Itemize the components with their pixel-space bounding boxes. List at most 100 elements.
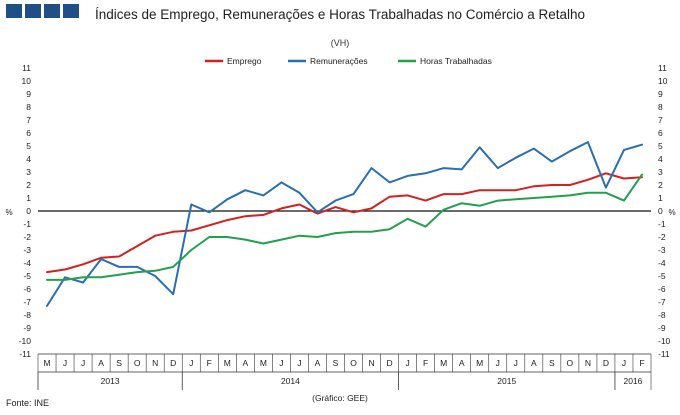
legend-label: Remunerações — [310, 56, 368, 66]
y-tick-label-left: 2 — [26, 180, 31, 190]
x-tick-label: A — [98, 358, 104, 368]
x-tick-label: F — [207, 358, 212, 368]
year-label: 2016 — [624, 376, 643, 386]
x-tick-label: M — [476, 358, 483, 368]
x-tick-label: J — [622, 358, 626, 368]
x-tick-label: S — [549, 358, 555, 368]
y-tick-label-left: 11 — [22, 63, 31, 73]
x-tick-label: O — [134, 358, 141, 368]
y-axis-label-left: % — [5, 208, 12, 217]
y-tick-label-left: 0 — [26, 206, 31, 216]
x-tick-label: A — [243, 358, 249, 368]
y-tick-label-right: 8 — [658, 102, 663, 112]
y-tick-label-left: 6 — [26, 128, 31, 138]
x-tick-label: J — [297, 358, 301, 368]
x-tick-label: D — [170, 358, 176, 368]
y-tick-label-right: -9 — [658, 323, 666, 333]
series-layer — [46, 141, 643, 307]
y-tick-label-right: -11 — [658, 349, 670, 359]
x-tick-label: S — [116, 358, 122, 368]
y-tick-label-right: -3 — [658, 245, 666, 255]
x-tick-label: N — [368, 358, 374, 368]
x-tick-label: M — [260, 358, 267, 368]
y-tick-label-left: -8 — [23, 310, 31, 320]
x-tick-label: J — [81, 358, 85, 368]
y-tick-label-right: 9 — [658, 89, 663, 99]
x-tick-label: O — [350, 358, 357, 368]
y-tick-label-right: -5 — [658, 271, 666, 281]
chart-subtitle: (VH) — [330, 38, 350, 48]
y-tick-label-right: 7 — [658, 115, 663, 125]
logo-block — [25, 4, 41, 18]
x-tick-label: F — [639, 358, 644, 368]
series-line-horas-trabalhadas — [46, 173, 643, 281]
year-label: 2015 — [497, 376, 516, 386]
y-tick-label-left: -7 — [23, 297, 31, 307]
logo-block — [63, 4, 79, 18]
x-tick-label: A — [315, 358, 321, 368]
y-axis-label-right: % — [668, 208, 675, 217]
legend: Emprego Remunerações Horas Trabalhadas — [205, 56, 492, 66]
y-tick-label-right: 5 — [658, 141, 663, 151]
x-tick-label: O — [567, 358, 574, 368]
y-tick-label-left: -1 — [23, 219, 31, 229]
y-tick-label-left: -2 — [23, 232, 31, 242]
x-tick-label: F — [423, 358, 428, 368]
y-tick-label-right: 0 — [658, 206, 663, 216]
y-tick-label-right: 3 — [658, 167, 663, 177]
x-tick-label: J — [496, 358, 500, 368]
x-axis: M J J A S O N D J F M A M J J A S O N D J F M A M J J A S O N D J F 2013 20… — [37, 353, 652, 390]
series-line-emprego — [46, 172, 643, 274]
logo-block — [44, 4, 60, 18]
x-tick-label: J — [63, 358, 67, 368]
y-tick-label-left: 3 — [26, 167, 31, 177]
x-tick-label: M — [440, 358, 447, 368]
y-tick-label-right: -2 — [658, 232, 666, 242]
legend-label: Emprego — [227, 56, 262, 66]
y-tick-label-right: -6 — [658, 284, 666, 294]
x-tick-label: J — [189, 358, 193, 368]
x-tick-label: J — [279, 358, 283, 368]
y-tick-label-right: 1 — [658, 193, 663, 203]
y-tick-label-right: 6 — [658, 128, 663, 138]
y-tick-label-right: -1 — [658, 219, 666, 229]
x-tick-label: S — [333, 358, 339, 368]
legend-label: Horas Trabalhadas — [420, 56, 492, 66]
year-label: 2014 — [281, 376, 300, 386]
y-tick-label-left: 5 — [26, 141, 31, 151]
y-tick-label-left: -6 — [23, 284, 31, 294]
y-tick-label-left: -4 — [23, 258, 31, 268]
y-tick-label-right: 11 — [658, 63, 667, 73]
x-tick-label: A — [459, 358, 465, 368]
year-label: 2013 — [101, 376, 120, 386]
y-tick-label-left: 4 — [26, 154, 31, 164]
y-tick-label-left: -11 — [19, 349, 31, 359]
x-tick-label: D — [603, 358, 609, 368]
chart-credit: (Gráfico: GEE) — [312, 393, 368, 403]
y-tick-label-left: 9 — [26, 89, 31, 99]
y-tick-label-right: -4 — [658, 258, 666, 268]
x-tick-label: N — [585, 358, 591, 368]
x-tick-label: D — [387, 358, 393, 368]
y-tick-label-left: -9 — [23, 323, 31, 333]
x-tick-label: A — [531, 358, 537, 368]
y-tick-label-left: 7 — [26, 115, 31, 125]
y-tick-label-right: 10 — [658, 76, 668, 86]
x-tick-label: M — [43, 358, 50, 368]
y-tick-label-left: -5 — [23, 271, 31, 281]
y-tick-label-left: 10 — [22, 76, 32, 86]
source-note: Fonte: INE — [6, 398, 50, 408]
x-tick-label: N — [152, 358, 158, 368]
y-tick-label-right: 2 — [658, 180, 663, 190]
y-tick-label-right: 4 — [658, 154, 663, 164]
x-tick-label: J — [405, 358, 409, 368]
y-tick-label-left: -10 — [19, 336, 32, 346]
y-tick-label-left: 8 — [26, 102, 31, 112]
series-line-remunerações — [46, 141, 643, 307]
logo-block — [6, 4, 22, 18]
ine-logo — [6, 4, 79, 18]
line-chart: Emprego Remunerações Horas Trabalhadas 11 1… — [5, 56, 676, 390]
y-tick-label-right: -7 — [658, 297, 666, 307]
chart-title: Índices de Emprego, Remunerações e Horas… — [95, 7, 586, 22]
